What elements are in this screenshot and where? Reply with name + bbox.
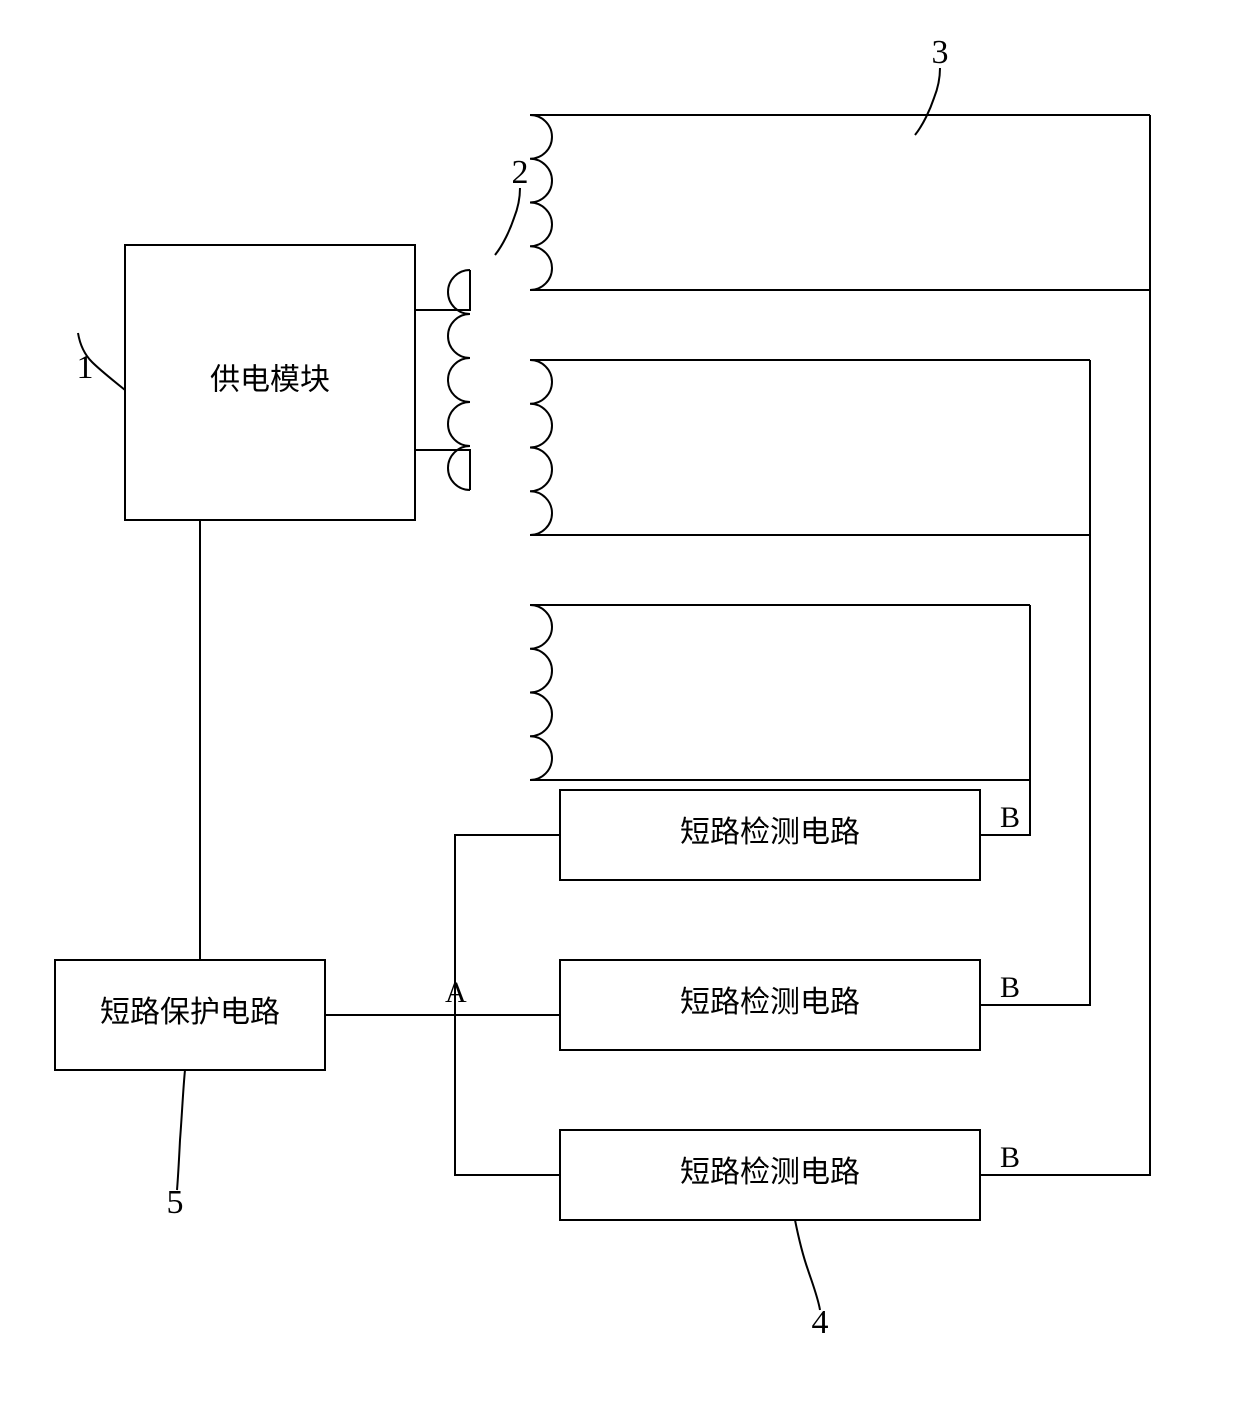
callout-label-c3: 3 [932, 34, 949, 71]
wire-det3_B_to_sec_top [980, 290, 1150, 1175]
callout-lead-c3 [915, 68, 940, 135]
box-label-detect2: 短路检测电路 [680, 986, 860, 1019]
callout-label-c5: 5 [167, 1184, 184, 1221]
callout-lead-c4 [795, 1220, 820, 1310]
coil-sec_mid [530, 360, 552, 535]
callout-lead-c2 [495, 188, 520, 255]
wire-A_to_det1 [455, 835, 560, 1015]
callout-label-c1: 1 [77, 349, 94, 386]
node-label-A: A [445, 976, 467, 1009]
callout-lead-c5 [177, 1070, 185, 1190]
callout-label-c4: 4 [812, 1304, 829, 1341]
coil-sec_bot [530, 605, 552, 780]
wire-A_to_det3 [455, 1015, 560, 1175]
wire-power_bot_to_primary [415, 450, 470, 490]
box-label-protect: 短路保护电路 [100, 996, 280, 1029]
wire-power_top_to_primary [415, 270, 470, 310]
box-label-detect3: 短路检测电路 [680, 1156, 860, 1189]
coil-sec_top [530, 115, 552, 290]
wire-sec_top_lower [530, 115, 1150, 290]
box-label-detect1: 短路检测电路 [680, 816, 860, 849]
node-label-B1: B [1000, 801, 1020, 834]
node-label-B2: B [1000, 971, 1020, 1004]
callout-label-c2: 2 [512, 154, 529, 191]
box-label-power: 供电模块 [210, 363, 330, 396]
node-label-B3: B [1000, 1141, 1020, 1174]
wire-sec_bot_lower [530, 605, 1030, 780]
coil-primary [448, 270, 470, 490]
wire-sec_mid_lower [530, 360, 1090, 535]
